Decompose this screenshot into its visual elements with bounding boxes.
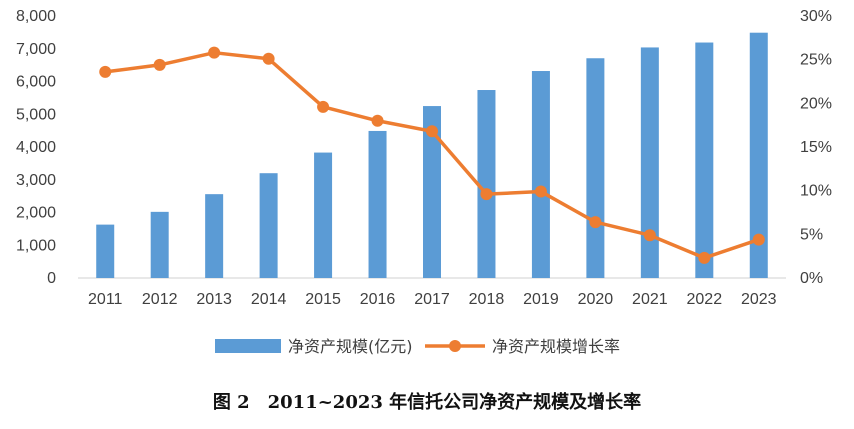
x-axis-tick-label: 2019 [523,291,559,308]
line-point [480,188,493,201]
x-axis-tick-label: 2022 [687,291,723,308]
x-axis-tick-label: 2017 [414,291,450,308]
left-axis-tick-label: 2,000 [16,205,56,222]
line-series [99,46,765,264]
bar [749,32,768,278]
line-point [262,52,275,65]
legend-bar-swatch [215,339,281,353]
line-point [426,125,438,138]
line-point [99,65,112,78]
x-axis-tick-label: 2013 [196,291,232,308]
bar [259,173,278,278]
left-axis-tick-label: 7,000 [16,41,56,58]
line-point [371,114,384,127]
bar [640,47,659,278]
left-axis-tick-label: 5,000 [16,106,56,123]
right-axis-tick-label: 30% [800,8,832,25]
bar [150,211,169,278]
bar [96,224,115,278]
x-axis-tick-label: 2015 [305,291,341,308]
x-axis-tick-label: 2021 [632,291,668,308]
bar [368,130,387,278]
legend: 净资产规模(亿元) 净资产规模增长率 [215,337,620,356]
right-axis-tick-label: 0% [800,270,823,287]
right-axis-tick-label: 20% [800,95,832,112]
x-axis-tick-label: 2016 [360,291,396,308]
left-axis-tick-label: 1,000 [16,237,56,254]
left-axis-tick-label: 8,000 [16,8,56,25]
x-axis-tick-label: 2018 [469,291,505,308]
bar [423,106,441,278]
line-point [589,216,602,229]
x-axis-tick-label: 2014 [251,291,287,308]
line-point [752,233,765,246]
left-axis-tick-label: 6,000 [16,74,56,91]
bar [586,58,605,279]
left-axis-tick-label: 0 [47,270,56,287]
right-axis-tick-label: 10% [800,183,832,200]
legend-bar-label: 净资产规模(亿元) [288,337,413,356]
legend-line-label: 净资产规模增长率 [492,337,620,356]
bar [531,71,550,279]
legend-line-marker [449,340,461,352]
x-axis-tick-label: 2011 [88,291,123,308]
line-point [208,46,221,59]
right-axis-tick-label: 5% [800,226,823,243]
right-axis-tick-label: 25% [800,52,832,69]
bar [695,42,714,279]
bar [477,90,496,278]
line-point [317,100,330,113]
bar [205,194,224,278]
line-point [698,251,711,264]
line-point [643,229,656,242]
x-axis-tick-label: 2023 [741,291,777,308]
left-axis-tick-label: 4,000 [16,139,56,156]
line-point [534,185,547,198]
figure-caption: 图 2 2011~2023 年信托公司净资产规模及增长率 [212,392,642,413]
left-axis: 0 1,000 2,000 3,000 4,000 5,000 6,000 7,000 8,00… [16,8,56,287]
right-axis-tick-label: 15% [800,139,832,156]
left-axis-tick-label: 3,000 [16,172,56,189]
x-axis: 2011 2012 2013 2014 2015 2016 2017 2018 2019 2020… [78,277,786,308]
x-axis-tick-label: 2012 [142,291,178,308]
right-axis: 0% 5% 10% 15% 20% 25% 30% [800,8,832,287]
bar [314,152,333,278]
x-axis-tick-label: 2020 [578,291,614,308]
line-point [153,58,166,71]
